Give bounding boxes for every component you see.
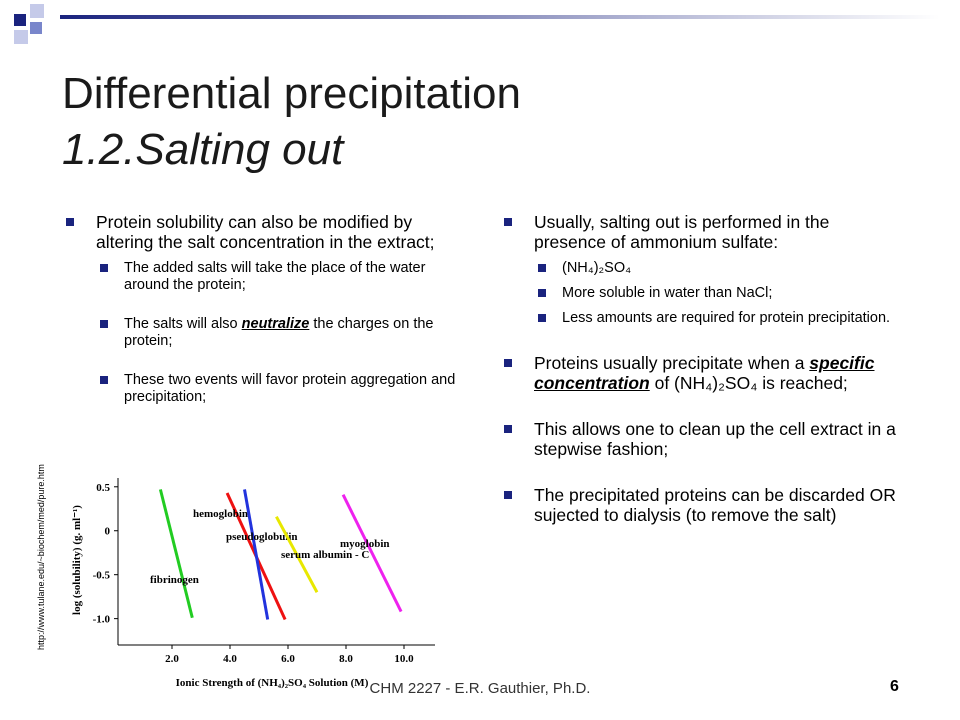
emphasis: specific concentration [534,353,875,393]
deco-square [14,14,26,26]
slide-title: Differential precipitation 1.2.Salting o… [62,66,521,178]
series-label: fibrinogen [150,574,199,586]
sub-bullet: The added salts will take the place of t… [96,260,457,294]
emphasis: neutralize [241,316,310,332]
bullet-item: The precipitated proteins can be discard… [500,485,900,525]
bullet-item: Proteins usually precipitate when a spec… [500,353,900,393]
source-url: http://www.tulane.edu/~biochem/med/pure.… [36,464,46,650]
series-line [275,515,319,593]
bullet-text: This allows one to clean up the cell ext… [534,419,896,459]
bullet-text: More soluble in water than NaCl; [562,285,773,301]
subtitle: 1.2.Salting out [62,125,344,174]
y-axis-label: log (solubility) (g. ml⁻¹) [71,505,83,615]
deco-square [30,22,42,34]
bullet-text: (NH₄)₂SO₄ [562,260,632,276]
bullet-text: the charges on the protein; [124,316,434,349]
series-line [341,494,403,613]
bullet-text: Usually, salting out is performed in the… [534,212,830,252]
x-tick-label: 4.0 [223,653,237,665]
x-tick-label: 10.0 [394,653,414,665]
bullet-text: These two events will favor protein aggr… [124,372,456,405]
x-tick-label: 2.0 [165,653,179,665]
series-label: serum albumin - C [281,549,369,561]
bullet-item: This allows one to clean up the cell ext… [500,419,900,459]
bullet-item: Protein solubility can also be modified … [62,212,457,406]
series-label: pseudoglobulin [226,531,298,543]
bullet-text: of (NH₄)₂SO₄ is reached; [649,373,848,393]
bullet-text: The salts will also [124,316,242,332]
bullet-text: Less amounts are required for protein pr… [562,310,891,326]
x-tick-label: 8.0 [339,653,353,665]
footer: CHM 2227 - E.R. Gauthier, Ph.D. [369,680,591,697]
deco-square [14,30,28,44]
sub-bullet: The salts will also neutralize the charg… [96,316,457,350]
x-tick-label: 6.0 [281,653,295,665]
series-line [243,489,270,620]
y-tick-label: -1.0 [93,614,111,626]
bullet-text: Protein solubility can also be modified … [96,212,435,252]
series-label: hemoglobin [193,508,248,520]
sub-bullet: (NH₄)₂SO₄ [534,260,900,277]
deco-bar [60,15,940,19]
bullet-text: The added salts will take the place of t… [124,260,426,293]
series-line [158,489,194,619]
title: Differential precipitation [62,69,521,118]
page-number: 6 [890,678,899,695]
sub-bullet: These two events will favor protein aggr… [96,372,457,406]
y-tick-label: 0.5 [96,482,110,494]
y-tick-label: -0.5 [93,570,111,582]
sub-bullet: Less amounts are required for protein pr… [534,310,900,327]
series-label: myoglobin [340,538,390,550]
right-column: Usually, salting out is performed in the… [500,212,900,551]
deco-square [30,4,44,18]
bullet-text: The precipitated proteins can be discard… [534,485,896,525]
bullet-text: Proteins usually precipitate when a [534,353,810,373]
bullet-item: Usually, salting out is performed in the… [500,212,900,327]
sub-bullet: More soluble in water than NaCl; [534,285,900,302]
left-column: Protein solubility can also be modified … [62,212,457,432]
y-tick-label: 0 [105,526,111,538]
x-axis-label: Ionic Strength of (NH₄)₂SO₄ Solution (M) [176,677,369,689]
